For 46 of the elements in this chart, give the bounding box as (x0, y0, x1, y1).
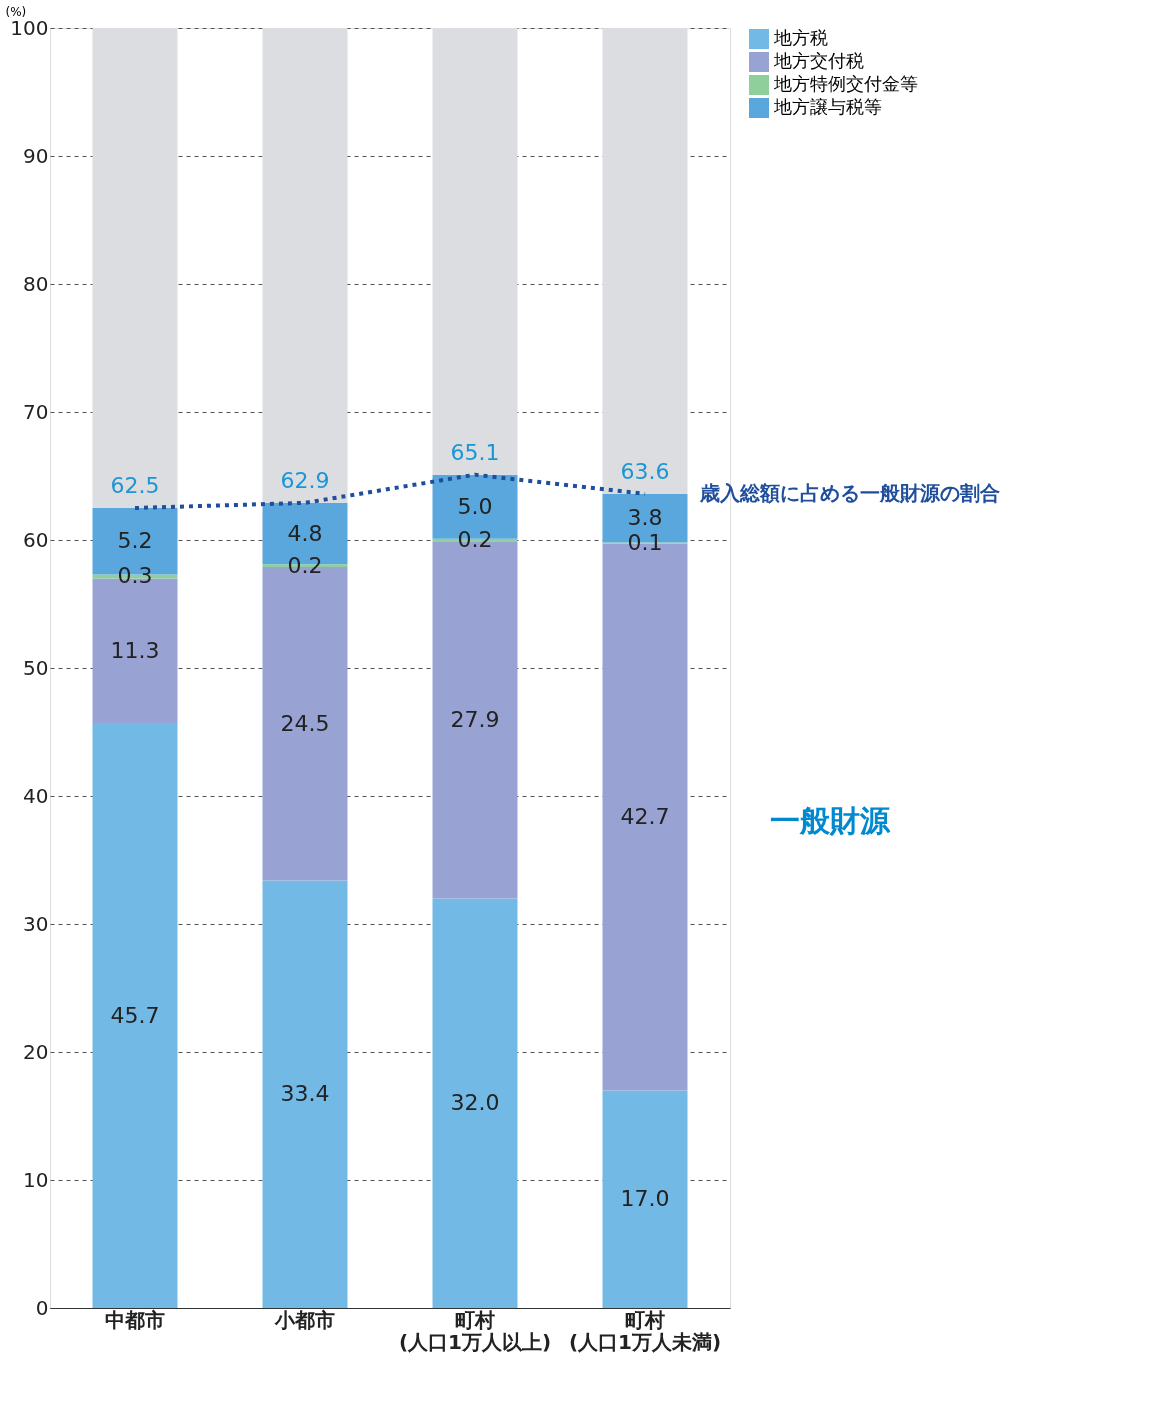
data-label: 24.5 (280, 710, 330, 736)
data-label: 0.2 (457, 527, 493, 552)
data-label: 62.5 (110, 473, 160, 498)
data-label: 65.1 (450, 439, 500, 465)
data-label: 17.0 (620, 1186, 670, 1212)
data-label: 0.2 (287, 552, 323, 578)
y-tick-label: 80 (23, 271, 49, 296)
data-label: 32.0 (450, 1090, 500, 1116)
y-tick-label: 40 (23, 783, 49, 808)
bar (92, 723, 178, 1308)
data-label: 33.4 (280, 1081, 330, 1107)
y-tick-label: 50 (23, 655, 49, 680)
y-tick-label: 70 (23, 399, 49, 424)
bar (602, 1090, 688, 1308)
x-tick-label: 小都市 (274, 1307, 335, 1332)
bar (432, 898, 518, 1308)
data-label: 27.9 (450, 706, 500, 732)
y-tick-label: 20 (23, 1039, 49, 1064)
data-label: 5.2 (117, 528, 153, 554)
legend-label: 地方税 (773, 27, 828, 48)
y-axis-title: (%) (5, 4, 27, 19)
bar (262, 28, 348, 503)
bar (262, 880, 348, 1308)
y-tick-label: 90 (23, 143, 49, 168)
y-tick-label: 0 (35, 1295, 49, 1320)
data-label: 11.3 (110, 637, 160, 663)
text: 一般財源 (770, 802, 891, 838)
data-label: 63.6 (620, 458, 670, 484)
x-tick-label: 町村 (人口1万人以上) (398, 1307, 552, 1354)
x-tick-label: 中都市 (105, 1307, 165, 1332)
x-tick-label: 町村 (人口1万人未満) (568, 1307, 722, 1354)
y-tick-label: 10 (23, 1167, 49, 1192)
data-label: 4.8 (287, 520, 323, 546)
legend-label: 地方交付税 (773, 50, 864, 71)
data-label: 45.7 (110, 1002, 160, 1028)
data-label: 0.1 (627, 530, 663, 556)
y-tick-label: 30 (23, 911, 49, 936)
data-label: 5.0 (457, 493, 493, 519)
data-label: 42.7 (620, 804, 670, 830)
legend-label: 地方特例交付金等 (773, 73, 918, 94)
y-tick-label: 60 (23, 527, 49, 552)
data-label: 3.8 (627, 505, 663, 531)
data-label: 0.3 (117, 563, 153, 589)
text: 歳入総額に占める一般財源の割合 (699, 480, 1000, 505)
legend-label: 地方譲与税等 (773, 96, 882, 117)
data-label: 62.9 (280, 467, 330, 493)
